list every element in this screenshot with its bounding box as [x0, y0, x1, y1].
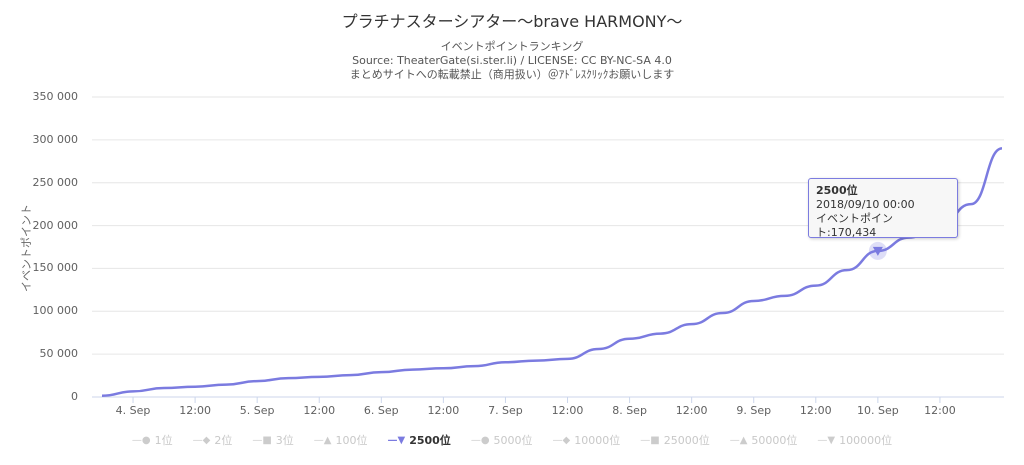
- legend-item[interactable]: —▲ 50000位: [730, 432, 798, 448]
- x-tick-label: 6. Sep: [363, 404, 399, 417]
- legend-item[interactable]: —● 1位: [132, 432, 173, 448]
- subtitle-line-3: まとめサイトへの転載禁止（商用扱い）＠ｱﾄﾞﾚｽｸﾘｯｸお願いします: [349, 68, 675, 81]
- y-axis-title: イベントポイント: [20, 204, 33, 292]
- tooltip-series: 2500位: [816, 184, 858, 197]
- legend-symbol-icon: —●: [131, 434, 151, 446]
- series-line-2500: [101, 147, 1003, 397]
- x-tick-label: 9. Sep: [736, 404, 772, 417]
- x-tick-label: 8. Sep: [612, 404, 647, 417]
- legend-symbol-icon: —◆: [192, 434, 211, 446]
- y-tick-label: 100 000: [32, 304, 79, 318]
- legend-item[interactable]: —◆ 2位: [193, 432, 233, 448]
- legend-label: 1位: [154, 434, 173, 447]
- legend-label: 2500位: [409, 434, 451, 447]
- y-tick-label: 300 000: [32, 132, 79, 146]
- x-tick-label: 7. Sep: [488, 404, 523, 417]
- chart-subtitle: イベントポイントランキング Source: TheaterGate(si.ste…: [0, 40, 1024, 82]
- x-tick-label: 12:00: [924, 404, 956, 417]
- legend-symbol-icon: —◆: [552, 434, 571, 446]
- legend-symbol-icon: —■: [252, 434, 272, 446]
- legend-item[interactable]: —▼ 2500位: [387, 432, 450, 448]
- legend-label: 2位: [214, 434, 233, 447]
- x-tick-label: 12:00: [427, 404, 460, 417]
- legend-label: 100000位: [839, 434, 893, 447]
- x-tick-label: 5. Sep: [239, 404, 275, 417]
- legend-symbol-icon: —■: [640, 434, 660, 446]
- legend-symbol-icon: —▲: [729, 434, 748, 446]
- legend-label: 10000位: [574, 434, 621, 447]
- y-tick-label: 50 000: [39, 347, 79, 361]
- legend-symbol-icon: —▼: [387, 434, 406, 446]
- subtitle-line-2: Source: TheaterGate(si.ster.li) / LICENS…: [352, 54, 672, 67]
- legend-item[interactable]: —● 5000位: [471, 432, 533, 448]
- tooltip-value: イベントポイント:170,434: [816, 212, 893, 239]
- legend-item[interactable]: —■ 3位: [252, 432, 293, 448]
- legend-item[interactable]: —■ 25000位: [640, 432, 709, 448]
- legend-label: 5000位: [493, 434, 533, 447]
- legend-label: 50000位: [751, 434, 798, 447]
- legend-item[interactable]: —▼ 100000位: [817, 432, 892, 448]
- legend-symbol-icon: —▼: [817, 434, 836, 446]
- subtitle-line-1: イベントポイントランキング: [440, 40, 584, 53]
- x-tick-label: 12:00: [551, 404, 584, 417]
- legend-item[interactable]: —▲ 100位: [314, 432, 368, 448]
- y-tick-label: 200 000: [32, 218, 79, 232]
- chart-title: プラチナスターシアター～brave HARMONY～: [341, 12, 683, 31]
- legend-item[interactable]: —◆ 10000位: [553, 432, 621, 448]
- x-tick-label: 12:00: [179, 404, 211, 417]
- y-tick-label: 0: [71, 390, 78, 403]
- x-tick-label: 12:00: [799, 404, 832, 417]
- legend-label: 25000位: [663, 434, 710, 447]
- chart-legend: —● 1位 —◆ 2位 —■ 3位 —▲ 100位 —▼ 2500位 —● 5000位 —◆ 10000位…: [0, 432, 1024, 448]
- tooltip-date: 2018/09/10 00:00: [816, 198, 915, 211]
- x-tick-label: 4. Sep: [115, 404, 151, 417]
- x-tick-label: 12:00: [303, 404, 336, 417]
- x-tick-label: 10. Sep: [856, 404, 899, 417]
- legend-symbol-icon: —●: [470, 434, 490, 446]
- hover-point-marker[interactable]: [872, 246, 883, 256]
- legend-symbol-icon: —▲: [313, 434, 332, 446]
- x-tick-label: 12:00: [675, 404, 708, 417]
- y-tick-label: 350 000: [32, 90, 79, 103]
- legend-label: 3位: [275, 434, 294, 447]
- legend-label: 100位: [335, 434, 368, 447]
- y-tick-label: 150 000: [32, 261, 79, 275]
- data-tooltip: 2500位 2018/09/10 00:00 イベントポイント:170,434: [808, 178, 958, 239]
- y-tick-label: 250 000: [32, 175, 79, 189]
